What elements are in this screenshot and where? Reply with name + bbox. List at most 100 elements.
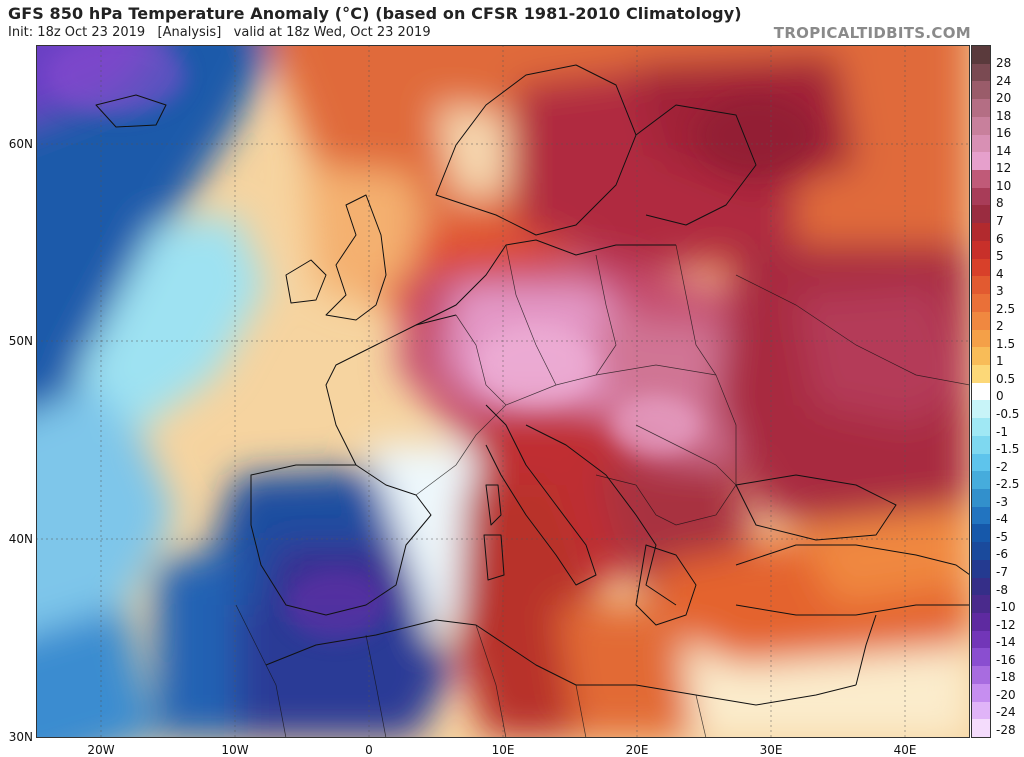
colorbar-label: 0.5	[996, 371, 1016, 386]
lon-label-10w: 10W	[221, 743, 249, 757]
colorbar-segment	[972, 382, 990, 401]
colorbar-segment	[972, 170, 990, 188]
colorbar-label: -14	[996, 635, 1016, 650]
chart-subtitle: Init: 18z Oct 23 2019 [Analysis] valid a…	[8, 25, 431, 40]
colorbar-segment	[972, 99, 990, 117]
map-frame	[36, 45, 970, 738]
colorbar-segment	[972, 329, 990, 348]
colorbar-label: 0	[996, 389, 1004, 404]
anomaly-field	[36, 45, 970, 738]
colorbar-segment	[972, 46, 990, 64]
colorbar-segment	[972, 577, 990, 596]
colorbar-segment	[972, 258, 990, 277]
colorbar-label: -7	[996, 564, 1008, 579]
colorbar-label: 4	[996, 266, 1004, 281]
colorbar-segment	[972, 364, 990, 383]
anomaly-detail	[46, 45, 816, 640]
colorbar-label: 6	[996, 231, 1004, 246]
colorbar-label: 28	[996, 56, 1012, 70]
colorbar-segment	[972, 347, 990, 365]
colorbar-label: -1	[996, 424, 1008, 439]
colorbar-segment	[972, 471, 990, 489]
borders	[235, 244, 970, 738]
colorbar-segment	[972, 595, 990, 613]
colorbar-segment	[972, 666, 990, 684]
colorbar-label: -1.5	[996, 442, 1020, 457]
colorbar-segment	[972, 400, 990, 419]
colorbar-segment	[972, 223, 990, 241]
colorbar-label: 7	[996, 213, 1004, 228]
lon-label-10e: 10E	[491, 743, 515, 757]
colorbar-segment	[972, 613, 990, 631]
colorbar-segment	[972, 187, 990, 206]
colorbar-segment	[972, 294, 990, 312]
colorbar-segment	[972, 81, 990, 100]
graticule	[36, 45, 970, 738]
lat-label-50n: 50N	[8, 334, 33, 348]
chart-title: GFS 850 hPa Temperature Anomaly (°C) (ba…	[8, 4, 742, 23]
colorbar-label: 8	[996, 196, 1004, 211]
colorbar-label: -5	[996, 529, 1008, 544]
colorbar-segment	[972, 116, 990, 135]
lon-label-20w: 20W	[87, 743, 115, 757]
colorbar-segment	[972, 524, 990, 543]
colorbar-segment	[972, 240, 990, 259]
colorbar-label: -3	[996, 494, 1008, 509]
colorbar-label: -12	[996, 617, 1016, 632]
lon-label-30e: 30E	[759, 743, 783, 757]
colorbar-label: -20	[996, 687, 1016, 702]
colorbar-segment	[972, 559, 990, 578]
colorbar-label: 12	[996, 161, 1012, 176]
colorbar-label: -8	[996, 582, 1008, 597]
colorbar-label: -16	[996, 652, 1016, 667]
lon-label-0: 0	[365, 743, 373, 757]
colorbar-segment	[972, 506, 990, 525]
colorbar-label: 2	[996, 319, 1004, 334]
colorbar-segment	[972, 488, 990, 507]
colorbar-segment	[972, 152, 990, 171]
colorbar-label: -28	[996, 722, 1016, 737]
colorbar-label: 18	[996, 108, 1012, 123]
colorbar-label: 5	[996, 249, 1004, 264]
lat-label-60n: 60N	[8, 137, 33, 151]
colorbar	[971, 45, 991, 738]
colorbar-label: 24	[996, 73, 1012, 88]
colorbar-segment	[972, 701, 990, 720]
colorbar-label: -24	[996, 705, 1016, 720]
anomaly-map	[36, 45, 970, 738]
lon-label-20e: 20E	[625, 743, 649, 757]
brand-label: TROPICALTIDBITS.COM	[773, 24, 971, 42]
colorbar-label: -4	[996, 512, 1008, 527]
colorbar-label: 10	[996, 178, 1012, 193]
colorbar-segment	[972, 453, 990, 472]
colorbar-label: 1	[996, 354, 1004, 369]
colorbar-label: -18	[996, 670, 1016, 685]
colorbar-label: -2	[996, 459, 1008, 474]
colorbar-label: 3	[996, 284, 1004, 299]
colorbar-label: 1.5	[996, 336, 1016, 351]
coastlines	[95, 64, 970, 706]
colorbar-segment	[972, 683, 990, 702]
colorbar-segment	[972, 542, 990, 560]
lat-label-40n: 40N	[8, 532, 33, 546]
colorbar-label: -0.5	[996, 407, 1020, 421]
colorbar-label: -6	[996, 547, 1008, 562]
colorbar-segment	[972, 311, 990, 330]
colorbar-segment	[972, 435, 990, 454]
lat-label-30n: 30N	[8, 730, 33, 744]
lon-label-40e: 40E	[893, 743, 917, 757]
colorbar-label: 20	[996, 91, 1012, 106]
colorbar-label: 14	[996, 143, 1012, 158]
colorbar-label: 16	[996, 126, 1012, 141]
colorbar-segment	[972, 719, 990, 738]
colorbar-label: -10	[996, 600, 1016, 615]
colorbar-segment	[972, 134, 990, 153]
colorbar-segment	[972, 205, 990, 224]
colorbar-segment	[972, 276, 990, 295]
colorbar-segment	[972, 63, 990, 82]
colorbar-label: -2.5	[996, 477, 1020, 492]
colorbar-segment	[972, 630, 990, 649]
colorbar-segment	[972, 648, 990, 667]
colorbar-label: 2.5	[996, 301, 1016, 316]
colorbar-segment	[972, 418, 990, 436]
